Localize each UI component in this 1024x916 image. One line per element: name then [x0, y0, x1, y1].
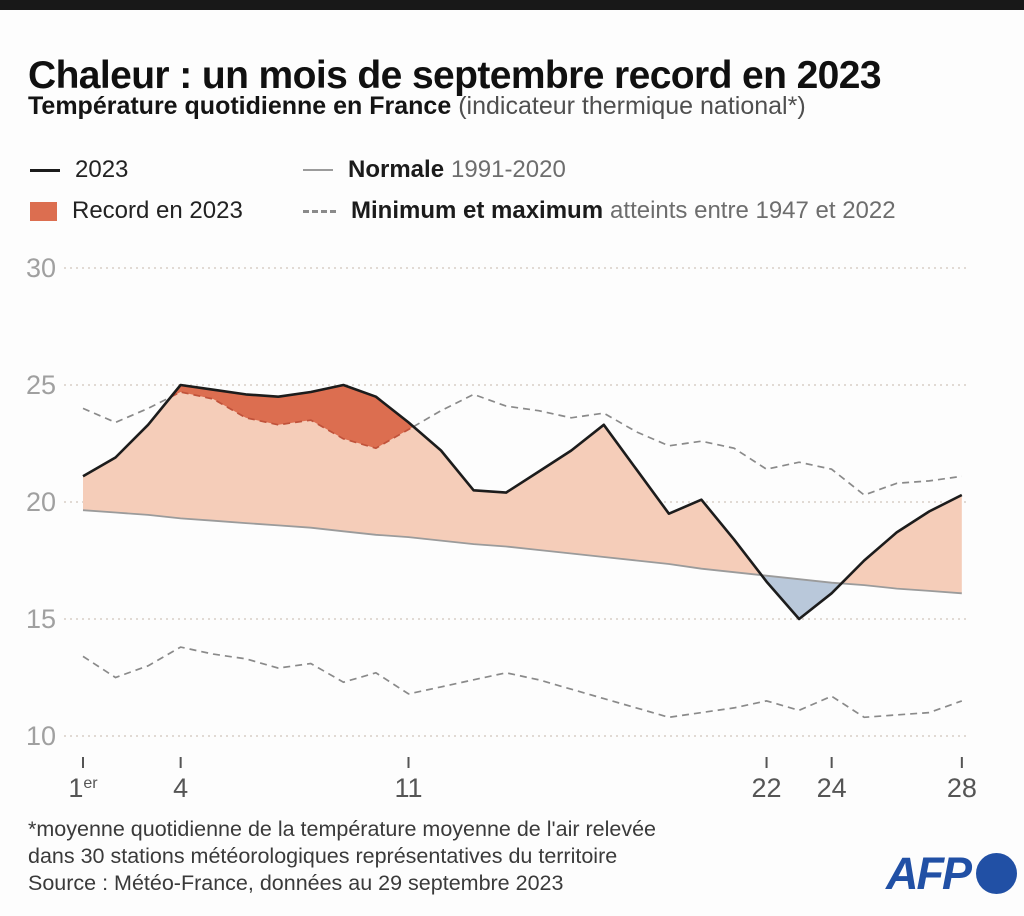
legend-record-swatch — [30, 201, 57, 221]
legend-item-minmax: Minimum et maximum atteints entre 1947 e… — [303, 197, 896, 225]
page-title: Chaleur : un mois de septembre record en… — [28, 54, 882, 98]
top-bar — [0, 0, 1024, 10]
svg-text:24: 24 — [817, 773, 847, 803]
legend-normale-swatch — [303, 169, 333, 171]
footnote-line-1: *moyenne quotidienne de la température m… — [28, 817, 657, 841]
legend-item-normale: Normale 1991-2020 — [303, 156, 566, 184]
afp-logo-text: AFP — [886, 848, 972, 899]
legend-item-record: Record en 2023 — [30, 197, 243, 225]
svg-text:4: 4 — [173, 773, 188, 803]
svg-text:22: 22 — [752, 773, 782, 803]
chart-subtitle: Température quotidienne en France (indica… — [28, 92, 806, 121]
svg-text:15: 15 — [26, 604, 56, 634]
legend-record-label: Record en 2023 — [72, 197, 243, 224]
legend-normale-years: 1991-2020 — [451, 156, 566, 183]
legend-minmax-label: Minimum et maximum — [351, 197, 604, 224]
temperature-chart: 10 15 20 25 30 1er 4 11 22 24 28 — [26, 253, 977, 803]
svg-text:11: 11 — [394, 773, 422, 803]
legend-minmax-years: atteints entre 1947 et 2022 — [610, 197, 896, 224]
legend-2023-label: 2023 — [75, 156, 129, 183]
legend-minmax-swatch — [303, 209, 336, 213]
svg-text:25: 25 — [26, 370, 56, 400]
source-line: Source : Météo-France, données au 29 sep… — [28, 871, 564, 895]
subtitle-note: (indicateur thermique national*) — [458, 92, 806, 120]
svg-text:30: 30 — [26, 253, 56, 283]
legend-item-2023: 2023 — [30, 156, 128, 184]
footnote-line-2: dans 30 stations météorologiques représe… — [28, 844, 618, 868]
svg-text:10: 10 — [26, 721, 56, 751]
svg-text:20: 20 — [26, 487, 56, 517]
legend-normale-label: Normale — [348, 156, 445, 183]
afp-logo: AFP — [886, 851, 1017, 896]
afp-logo-dot — [976, 853, 1017, 894]
svg-text:1er: 1er — [68, 773, 98, 803]
legend-2023-swatch — [30, 168, 60, 172]
chart-footnote: *moyenne quotidienne de la température m… — [28, 816, 656, 870]
svg-text:28: 28 — [947, 773, 977, 803]
subtitle-bold: Température quotidienne en France — [28, 92, 452, 120]
